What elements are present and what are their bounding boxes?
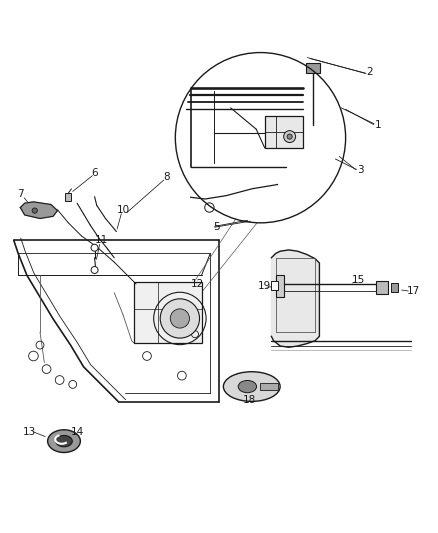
Text: 17: 17 [406, 286, 420, 295]
Text: 14: 14 [71, 427, 84, 438]
Bar [276, 275, 285, 297]
Circle shape [32, 208, 37, 213]
Ellipse shape [56, 435, 72, 447]
Circle shape [170, 309, 190, 328]
Bar [261, 383, 278, 390]
Text: 15: 15 [352, 274, 365, 285]
Text: 18: 18 [243, 394, 256, 405]
Bar [134, 282, 201, 343]
Ellipse shape [238, 381, 257, 393]
Bar [265, 116, 303, 148]
Circle shape [91, 244, 98, 251]
Polygon shape [272, 250, 319, 348]
Text: 10: 10 [117, 205, 130, 215]
Ellipse shape [223, 372, 280, 401]
Bar [271, 281, 279, 289]
Circle shape [91, 266, 98, 273]
Text: 8: 8 [163, 172, 170, 182]
Text: 7: 7 [17, 189, 24, 199]
Text: 12: 12 [191, 279, 204, 289]
Circle shape [160, 299, 200, 338]
Circle shape [287, 134, 292, 139]
Circle shape [175, 53, 346, 223]
Bar [307, 63, 320, 73]
Text: 3: 3 [357, 165, 364, 175]
Text: 5: 5 [213, 222, 220, 232]
Circle shape [284, 131, 296, 142]
Text: 6: 6 [91, 168, 98, 177]
Text: 19: 19 [258, 281, 272, 291]
Bar [65, 193, 71, 201]
Bar [391, 282, 399, 292]
Ellipse shape [48, 430, 81, 453]
Polygon shape [20, 202, 57, 219]
Text: 13: 13 [22, 427, 36, 438]
Bar [376, 281, 389, 294]
Text: 2: 2 [366, 67, 373, 77]
Text: 1: 1 [375, 119, 381, 130]
Text: 11: 11 [95, 235, 108, 245]
